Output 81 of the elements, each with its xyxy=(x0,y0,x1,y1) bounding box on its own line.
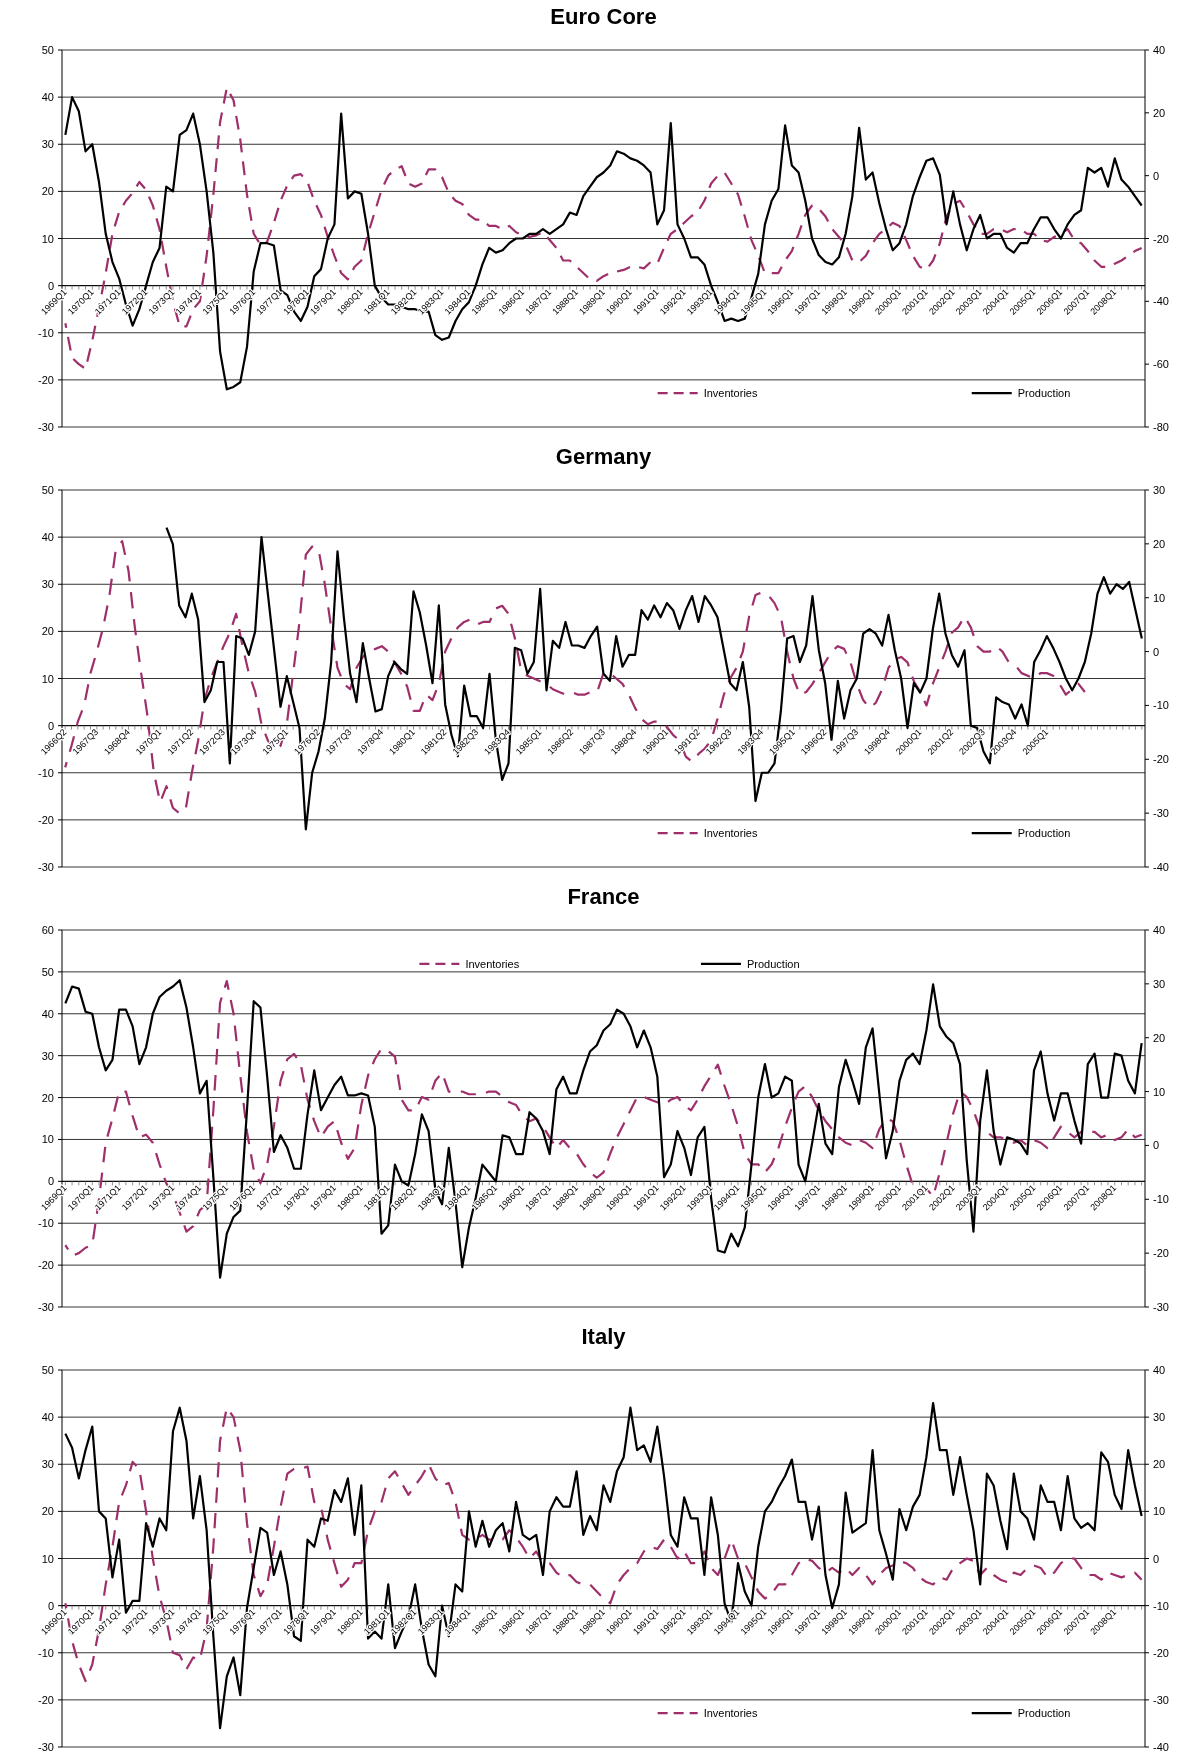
legend-label: Inventories xyxy=(703,827,758,840)
legend-label: Inventories xyxy=(703,1707,758,1720)
y2-tick-label: 10 xyxy=(1153,591,1166,604)
y-tick-label: -10 xyxy=(38,766,54,779)
legend-label: Production xyxy=(1017,387,1071,400)
y-tick-label: 30 xyxy=(41,1458,54,1471)
y-tick-label: -30 xyxy=(38,1301,54,1313)
y-tick-label: -30 xyxy=(38,1741,54,1753)
legend-label: Production xyxy=(746,957,800,970)
y-tick-label: 10 xyxy=(41,672,54,685)
y-tick-label: 0 xyxy=(47,1599,54,1612)
y-tick-label: -10 xyxy=(38,326,54,339)
y-tick-label: 20 xyxy=(41,625,54,638)
y-tick-label: 10 xyxy=(41,232,54,245)
y-tick-label: 50 xyxy=(41,965,54,978)
y2-tick-label: -80 xyxy=(1153,421,1169,433)
y-tick-label: 0 xyxy=(47,719,54,732)
legend-label: Production xyxy=(1017,1707,1071,1720)
y-tick-label: -20 xyxy=(38,1693,54,1706)
y-tick-label: 40 xyxy=(41,1411,54,1424)
y2-tick-label: -20 xyxy=(1153,1247,1169,1260)
chart-title: Germany xyxy=(555,444,652,469)
y-tick-label: -20 xyxy=(38,1259,54,1272)
y-tick-label: 0 xyxy=(47,1175,54,1188)
y2-tick-label: 10 xyxy=(1153,1085,1166,1098)
y-tick-label: -20 xyxy=(38,813,54,826)
y-tick-label: 50 xyxy=(41,1364,54,1376)
y2-tick-label: 20 xyxy=(1153,1458,1166,1471)
legend-label: Inventories xyxy=(465,957,520,970)
y2-tick-label: -30 xyxy=(1153,807,1169,820)
legend-label: Production xyxy=(1017,827,1071,840)
y-tick-label: -10 xyxy=(38,1217,54,1230)
y2-tick-label: -20 xyxy=(1153,753,1169,766)
legend-label: Inventories xyxy=(703,387,758,400)
chart-title: Euro Core xyxy=(550,4,657,29)
y-tick-label: 40 xyxy=(41,91,54,104)
y-tick-label: 10 xyxy=(41,1552,54,1565)
y-tick-label: 10 xyxy=(41,1133,54,1146)
y-tick-label: 40 xyxy=(41,531,54,544)
chart-title: France xyxy=(567,884,640,909)
y2-tick-label: -10 xyxy=(1153,1599,1169,1612)
y2-tick-label: -40 xyxy=(1153,861,1169,873)
y2-tick-label: -10 xyxy=(1153,1193,1169,1206)
y2-tick-label: 0 xyxy=(1153,169,1160,182)
y-tick-label: 60 xyxy=(41,924,54,936)
y-tick-label: 50 xyxy=(41,484,54,496)
y-tick-label: 20 xyxy=(41,1091,54,1104)
y2-tick-label: 40 xyxy=(1153,924,1166,936)
y-tick-label: -20 xyxy=(38,373,54,386)
y2-tick-label: -30 xyxy=(1153,1301,1169,1313)
y2-tick-label: -10 xyxy=(1153,699,1169,712)
y-tick-label: 0 xyxy=(47,279,54,292)
y2-tick-label: -20 xyxy=(1153,232,1169,245)
y2-tick-label: 30 xyxy=(1153,484,1166,496)
y-tick-label: -30 xyxy=(38,861,54,873)
y2-tick-label: 30 xyxy=(1153,1411,1166,1424)
chart-title: Italy xyxy=(581,1324,627,1349)
y2-tick-label: 30 xyxy=(1153,977,1166,990)
y-tick-label: 30 xyxy=(41,138,54,151)
y2-tick-label: 40 xyxy=(1153,1364,1166,1376)
y2-tick-label: 20 xyxy=(1153,1031,1166,1044)
y2-tick-label: 0 xyxy=(1153,1139,1160,1152)
y2-tick-label: 0 xyxy=(1153,1552,1160,1565)
y2-tick-label: 40 xyxy=(1153,44,1166,56)
y2-tick-label: 10 xyxy=(1153,1505,1166,1518)
y2-tick-label: -30 xyxy=(1153,1693,1169,1706)
y2-tick-label: 0 xyxy=(1153,645,1160,658)
y2-tick-label: 20 xyxy=(1153,537,1166,550)
y-tick-label: 40 xyxy=(41,1007,54,1020)
y-tick-label: 20 xyxy=(41,185,54,198)
y-tick-label: 50 xyxy=(41,44,54,56)
y2-tick-label: 20 xyxy=(1153,106,1166,119)
y2-tick-label: -20 xyxy=(1153,1646,1169,1659)
y2-tick-label: -60 xyxy=(1153,358,1169,371)
y-tick-label: 20 xyxy=(41,1505,54,1518)
y2-tick-label: -40 xyxy=(1153,1741,1169,1753)
y2-tick-label: -40 xyxy=(1153,295,1169,308)
y-tick-label: -30 xyxy=(38,421,54,433)
y-tick-label: 30 xyxy=(41,1049,54,1062)
y-tick-label: -10 xyxy=(38,1646,54,1659)
y-tick-label: 30 xyxy=(41,578,54,591)
